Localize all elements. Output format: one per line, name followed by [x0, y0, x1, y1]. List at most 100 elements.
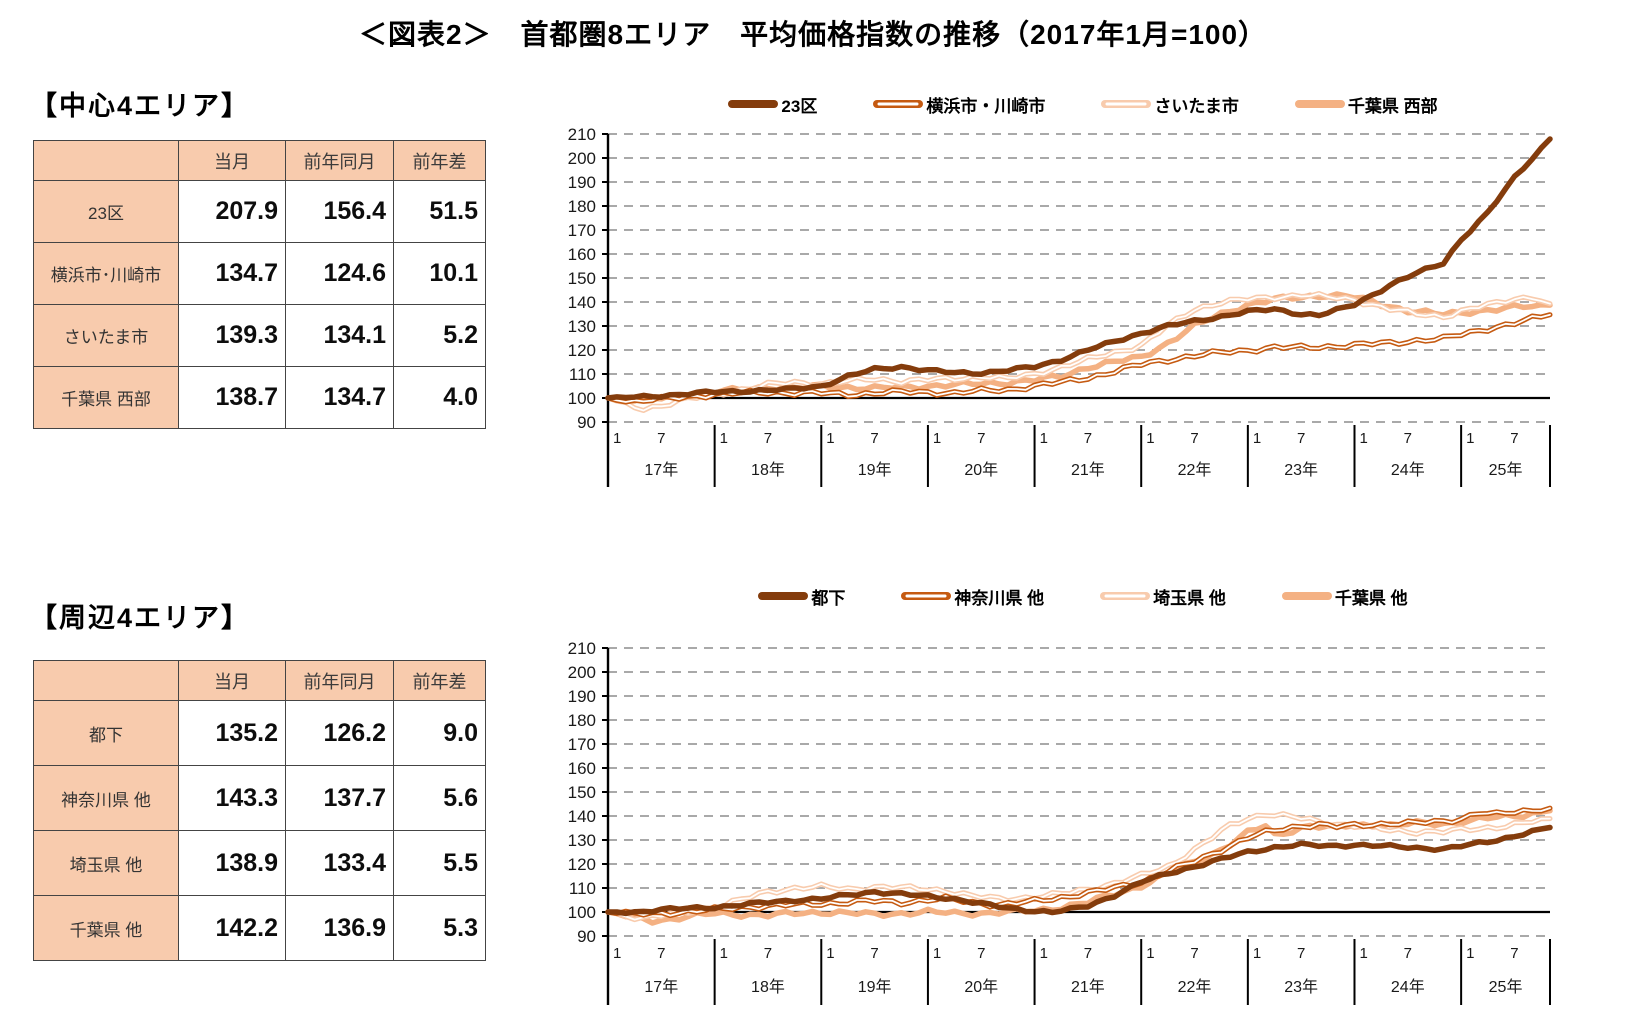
y-tick-label: 180 — [568, 197, 596, 216]
x-tick-label-jan: 1 — [826, 945, 834, 962]
section-heading-center-4-areas: 【中心4エリア】 — [30, 91, 251, 121]
x-tick-label-jul: 7 — [1297, 945, 1305, 962]
value-cell: 5.5 — [393, 830, 486, 896]
legend-item: 千葉県 他 — [1281, 584, 1408, 609]
y-tick-label: 120 — [568, 855, 596, 874]
x-tick-label-jul: 7 — [657, 945, 665, 962]
legend-line-swatch — [1294, 100, 1345, 108]
col-header-yoy-diff: 前年差 — [393, 140, 486, 181]
x-year-label: 25年 — [1489, 978, 1523, 996]
x-tick-label-jan: 1 — [1253, 430, 1261, 447]
x-tick-label-jan: 1 — [1466, 430, 1474, 447]
series-line-inner-さいたま市 — [607, 292, 1551, 412]
x-year-label: 21年 — [1071, 978, 1105, 996]
x-tick-label-jan: 1 — [1253, 945, 1261, 962]
center-area-table: 当月 前年同月 前年差 23区 207.9 156.4 51.5 横浜市･川崎市… — [33, 140, 486, 429]
x-year-label: 18年 — [751, 461, 785, 479]
legend-item: 千葉県 西部 — [1294, 92, 1438, 117]
y-tick-label: 160 — [568, 759, 596, 778]
y-tick-label: 170 — [568, 735, 596, 754]
series-line-横浜市・川崎市 — [605, 312, 1553, 405]
x-tick-label-jul: 7 — [1190, 945, 1198, 962]
value-cell: 126.2 — [285, 700, 394, 766]
row-label: 神奈川県 他 — [33, 765, 179, 831]
legend-label: 千葉県 他 — [1334, 588, 1408, 608]
table-corner-cell — [33, 140, 179, 181]
x-year-label: 24年 — [1391, 978, 1425, 996]
x-tick-label-jan: 1 — [1466, 945, 1474, 962]
legend-line-swatch — [873, 100, 924, 108]
legend-line-swatch — [901, 592, 952, 600]
y-tick-label: 90 — [577, 413, 596, 432]
y-tick-label: 100 — [568, 903, 596, 922]
y-tick-label: 150 — [568, 269, 596, 288]
x-tick-label-jul: 7 — [1190, 430, 1198, 447]
legend-line-swatch — [758, 592, 809, 600]
value-cell: 5.2 — [393, 304, 486, 367]
x-tick-label-jul: 7 — [657, 430, 665, 447]
value-cell: 51.5 — [393, 180, 486, 243]
x-tick-label-jul: 7 — [870, 430, 878, 447]
table-row: 横浜市･川崎市 134.7 124.6 10.1 — [33, 242, 486, 305]
x-tick-label-jul: 7 — [977, 430, 985, 447]
value-cell: 134.1 — [285, 304, 394, 367]
value-cell: 9.0 — [393, 700, 486, 766]
x-tick-label-jul: 7 — [1404, 430, 1412, 447]
legend-label: 都下 — [811, 588, 846, 608]
col-header-current-month: 当月 — [178, 140, 286, 181]
y-tick-label: 150 — [568, 783, 596, 802]
x-year-label: 19年 — [858, 978, 892, 996]
legend-label: 23区 — [781, 96, 818, 116]
value-cell: 137.7 — [285, 765, 394, 831]
value-cell: 134.7 — [178, 242, 286, 305]
value-cell: 138.9 — [178, 830, 286, 896]
series-line-inner-神奈川県 他 — [607, 807, 1551, 917]
series-line-inner-埼玉県 他 — [607, 812, 1551, 921]
y-tick-label: 120 — [568, 341, 596, 360]
x-tick-label-jul: 7 — [1510, 430, 1518, 447]
x-year-label: 20年 — [964, 978, 998, 996]
x-tick-label-jul: 7 — [1510, 945, 1518, 962]
col-header-prev-year-month: 前年同月 — [285, 660, 394, 701]
x-year-label: 20年 — [964, 461, 998, 479]
x-tick-label-jan: 1 — [826, 430, 834, 447]
x-tick-label-jan: 1 — [720, 945, 728, 962]
x-year-label: 25年 — [1489, 461, 1523, 479]
surrounding-area-table: 当月 前年同月 前年差 都下 135.2 126.2 9.0 神奈川県 他 14… — [33, 660, 486, 961]
x-tick-label-jan: 1 — [720, 430, 728, 447]
x-tick-label-jan: 1 — [933, 430, 941, 447]
legend-item: 都下 — [758, 584, 845, 609]
y-tick-label: 170 — [568, 221, 596, 240]
value-cell: 4.0 — [393, 366, 486, 429]
legend-item: 神奈川県 他 — [901, 584, 1044, 609]
x-tick-label-jul: 7 — [870, 945, 878, 962]
legend-item: さいたま市 — [1101, 92, 1239, 117]
y-tick-label: 210 — [568, 125, 596, 144]
legend-label: さいたま市 — [1154, 96, 1239, 116]
value-cell: 134.7 — [285, 366, 394, 429]
x-year-label: 17年 — [644, 978, 678, 996]
y-tick-label: 190 — [568, 687, 596, 706]
x-tick-label-jan: 1 — [1040, 430, 1048, 447]
series-line-inner-横浜市・川崎市 — [607, 313, 1551, 403]
table-corner-cell — [33, 660, 179, 701]
value-cell: 124.6 — [285, 242, 394, 305]
y-tick-label: 140 — [568, 293, 596, 312]
table-row: 都下 135.2 126.2 9.0 — [33, 700, 486, 766]
y-tick-label: 200 — [568, 663, 596, 682]
x-tick-label-jul: 7 — [1404, 945, 1412, 962]
value-cell: 136.9 — [285, 895, 394, 961]
value-cell: 133.4 — [285, 830, 394, 896]
x-tick-label-jul: 7 — [1297, 430, 1305, 447]
x-year-label: 24年 — [1391, 461, 1425, 479]
value-cell: 207.9 — [178, 180, 286, 243]
y-tick-label: 210 — [568, 639, 596, 658]
row-label: 横浜市･川崎市 — [33, 242, 179, 305]
y-tick-label: 110 — [569, 365, 596, 384]
legend-label: 埼玉県 他 — [1153, 588, 1226, 608]
row-label: 23区 — [33, 180, 179, 243]
row-label: 埼玉県 他 — [33, 830, 179, 896]
x-tick-label-jul: 7 — [764, 430, 772, 447]
section-heading-surrounding-4-areas: 【周辺4エリア】 — [30, 603, 251, 633]
value-cell: 138.7 — [178, 366, 286, 429]
